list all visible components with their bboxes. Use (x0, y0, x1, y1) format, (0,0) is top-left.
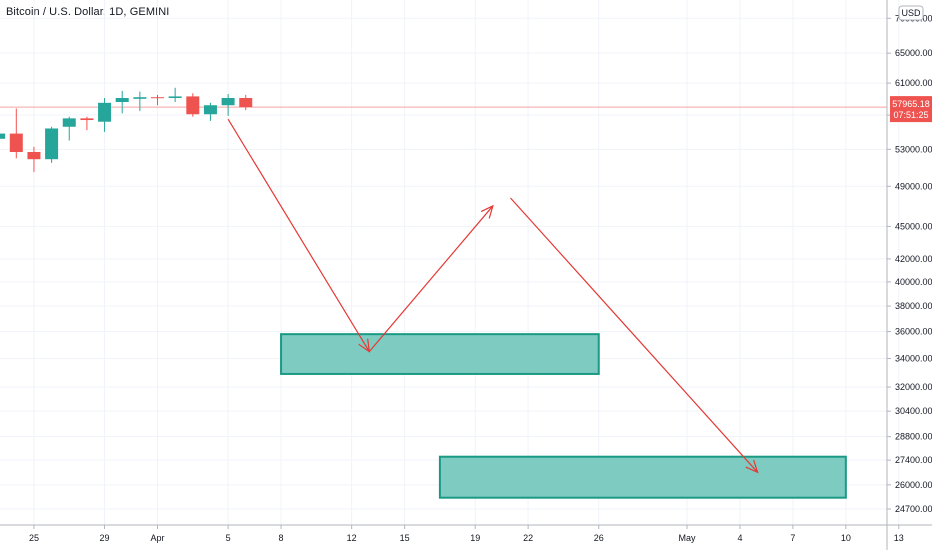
price-tick-label: 45000.00 (895, 221, 932, 231)
candle-body (27, 152, 41, 160)
price-axis: 70000.0065000.0061000.0057000.0053000.00… (887, 13, 932, 514)
candle-body (221, 98, 235, 106)
time-tick-label: 15 (400, 533, 410, 543)
trend-arrow[interactable] (368, 204, 494, 352)
chart-title: Bitcoin / U.S. Dollar, 1D, GEMINI (6, 6, 170, 18)
candle (168, 87, 182, 103)
time-tick-label: 25 (29, 533, 39, 543)
price-tick-label: 30400.00 (895, 406, 932, 416)
candle (45, 126, 59, 163)
current-price-marker: 57965.18 07:51:25 (890, 96, 932, 123)
time-tick-label: 13 (894, 533, 904, 543)
candle (27, 146, 41, 173)
candle-body (186, 96, 200, 115)
candle (151, 94, 164, 106)
projection-arrows (227, 118, 759, 474)
candle-body (203, 105, 217, 115)
price-tick-label: 26000.00 (895, 480, 932, 490)
price-tick-label: 65000.00 (895, 48, 932, 58)
grid-lines (0, 0, 900, 525)
candle-body (168, 96, 182, 99)
candle (0, 133, 6, 139)
time-tick-label: 29 (100, 533, 110, 543)
candle-body (45, 128, 59, 160)
time-tick-label: 8 (279, 533, 284, 543)
time-tick-label: 10 (841, 533, 851, 543)
time-tick-label: 4 (737, 533, 742, 543)
candle-countdown-label: 07:51:25 (893, 110, 928, 120)
candle-body (239, 98, 253, 108)
candle (133, 91, 147, 111)
candle-body (98, 102, 112, 122)
time-tick-label: 19 (470, 533, 480, 543)
candle (186, 93, 200, 117)
candle-body (151, 97, 164, 99)
price-tick-label: 27400.00 (895, 455, 932, 465)
candle-body (80, 118, 94, 121)
time-tick-label: 22 (523, 533, 533, 543)
arrow-head (745, 459, 759, 474)
time-axis: 25 29 Apr 5 8 12 15 19 22 26 May 4 7 10 13 (29, 525, 904, 543)
arrow-shaft (368, 205, 494, 352)
candle (9, 108, 23, 159)
time-tick-label: 12 (347, 533, 357, 543)
currency-badge[interactable]: USD (898, 5, 924, 21)
arrow-shaft (227, 118, 370, 352)
trend-arrow[interactable] (227, 118, 371, 353)
candle-body (0, 133, 6, 139)
target-zone[interactable] (280, 333, 600, 375)
target-zone[interactable] (438, 455, 847, 499)
candle-body (9, 133, 23, 153)
candle-body (62, 118, 76, 127)
price-tick-label: 40000.00 (895, 277, 932, 287)
price-tick-label: 32000.00 (895, 382, 932, 392)
time-tick-label: Apr (150, 533, 164, 543)
candle (98, 98, 112, 132)
candle (115, 90, 129, 114)
candle-body (115, 98, 129, 103)
price-tick-label: 61000.00 (895, 78, 932, 88)
price-tick-label: 24700.00 (895, 504, 932, 514)
time-tick-label: 5 (226, 533, 231, 543)
target-zones (280, 333, 847, 499)
trend-arrow[interactable] (510, 197, 759, 474)
price-tick-label: 38000.00 (895, 301, 932, 311)
current-price-label: 57965.18 (892, 99, 930, 109)
price-tick-label: 49000.00 (895, 181, 932, 191)
candles (0, 87, 253, 173)
candle (62, 116, 76, 141)
price-tick-label: 53000.00 (895, 144, 932, 154)
candle (203, 102, 217, 121)
time-tick-label: 26 (594, 533, 604, 543)
time-tick-label: 7 (790, 533, 795, 543)
time-tick-label: May (678, 533, 696, 543)
arrow-shaft (510, 197, 759, 473)
price-tick-label: 28800.00 (895, 432, 932, 442)
candle-body (133, 97, 147, 99)
price-tick-label: 42000.00 (895, 254, 932, 264)
arrow-head (480, 204, 494, 219)
currency-label: USD (901, 8, 921, 18)
candle (239, 94, 253, 111)
price-tick-label: 34000.00 (895, 353, 932, 363)
price-tick-label: 36000.00 (895, 327, 932, 337)
candle (80, 116, 94, 131)
candle (221, 94, 235, 116)
